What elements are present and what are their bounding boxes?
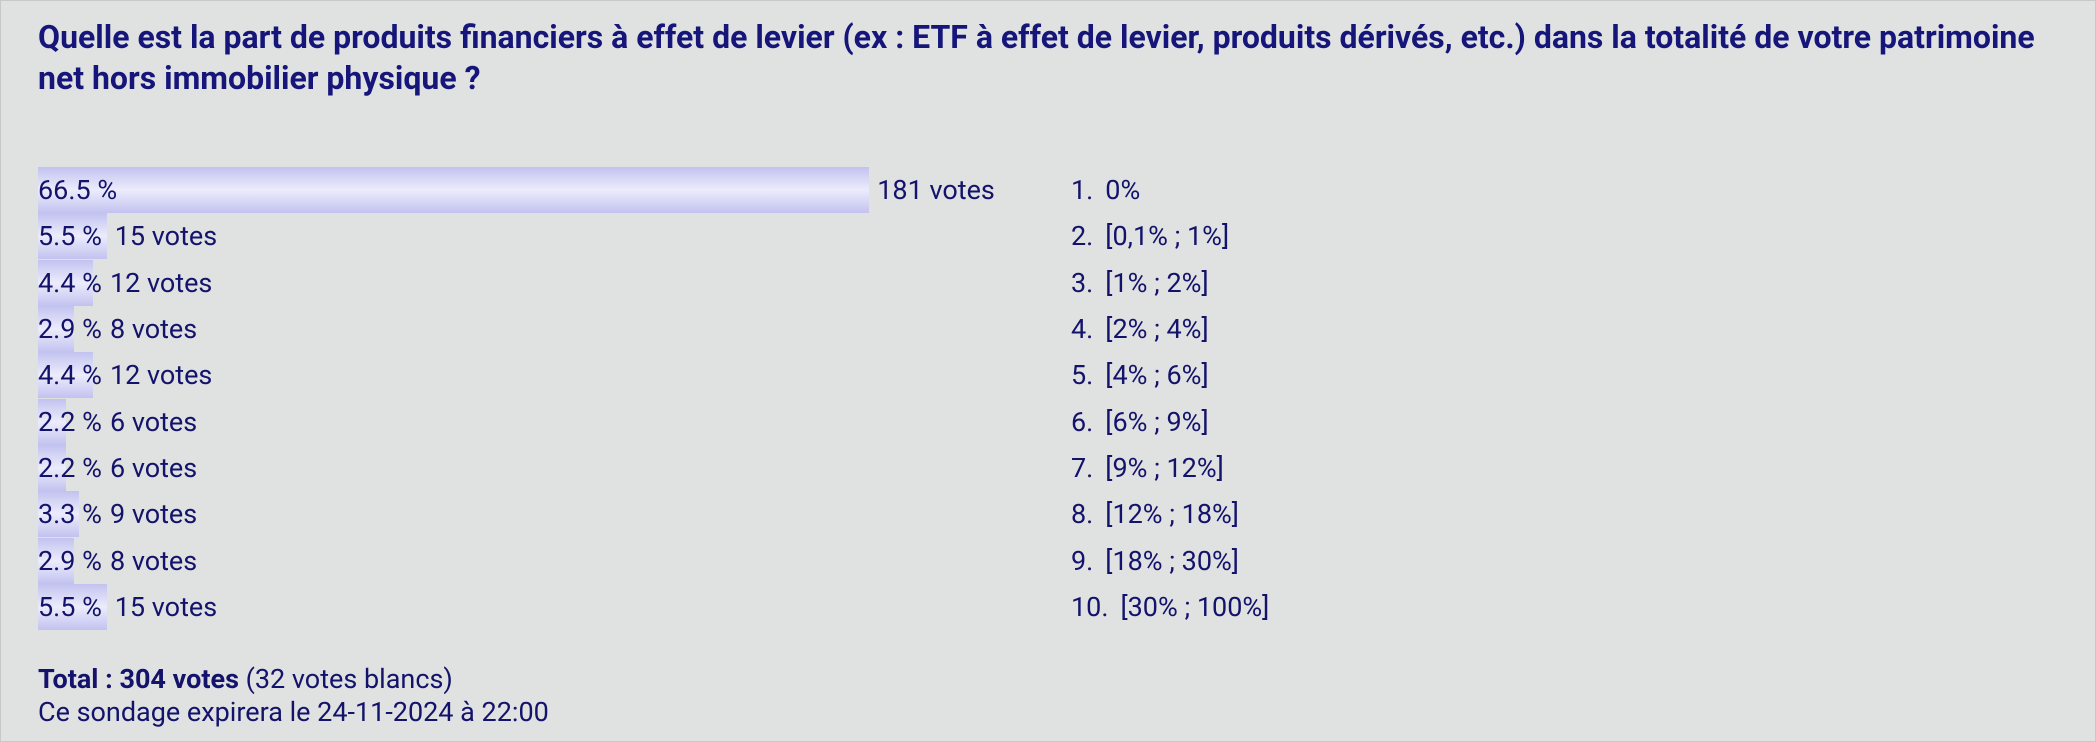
bar: [38, 167, 870, 214]
option-number: 8.: [1071, 498, 1094, 531]
option: 8. [12% ; 18%]: [1071, 498, 1239, 530]
option-label: [30% ; 100%]: [1120, 590, 1270, 623]
option-number: 3.: [1071, 266, 1094, 299]
result: 4.4 % 12 votes: [38, 259, 1071, 306]
percent-cell: 5.5 %: [38, 213, 107, 260]
option: 3. [1% ; 2%]: [1071, 267, 1209, 299]
percent-cell: 4.4 %: [38, 352, 102, 399]
poll-row: 2.2 % 6 votes 7. [9% ; 12%]: [38, 444, 1269, 491]
poll-row: 4.4 % 12 votes 3. [1% ; 2%]: [38, 259, 1269, 306]
votes-label: 8 votes: [109, 544, 198, 577]
poll-row: 4.4 % 12 votes 5. [4% ; 6%]: [38, 352, 1269, 399]
votes-label: 8 votes: [109, 313, 198, 346]
percent-cell: 2.9 %: [38, 537, 102, 584]
option: 10. [30% ; 100%]: [1071, 591, 1269, 623]
votes-label: 15 votes: [114, 220, 218, 253]
votes-label: 6 votes: [109, 451, 198, 484]
option-label: [4% ; 6%]: [1105, 359, 1209, 392]
percent-label: 2.2 %: [38, 405, 102, 438]
option-label: [9% ; 12%]: [1105, 451, 1224, 484]
option-number: 1.: [1071, 174, 1094, 207]
percent-label: 2.2 %: [38, 451, 102, 484]
poll-row: 3.3 % 9 votes 8. [12% ; 18%]: [38, 491, 1269, 538]
option-label: [1% ; 2%]: [1105, 266, 1209, 299]
percent-label: 5.5 %: [38, 590, 102, 623]
poll-row: 66.5 % 181 votes 1. 0%: [38, 167, 1269, 214]
total: Total : 304 votes: [38, 663, 239, 695]
poll-row: 2.9 % 8 votes 9. [18% ; 30%]: [38, 537, 1269, 584]
result: 2.9 % 8 votes: [38, 537, 1071, 584]
percent-cell: 3.3 %: [38, 491, 102, 538]
option-label: [0,1% ; 1%]: [1105, 220, 1230, 253]
bar: [38, 306, 75, 353]
bar: [38, 259, 93, 306]
bar: [38, 491, 80, 538]
bar: [38, 398, 66, 445]
percent-cell: 2.2 %: [38, 398, 102, 445]
bar: [38, 352, 93, 399]
option-number: 5.: [1071, 359, 1094, 392]
option-number: 4.: [1071, 313, 1094, 346]
option: 4. [2% ; 4%]: [1071, 313, 1209, 345]
expiry: Ce sondage expirera le 24-11-2024 à 22:0…: [38, 696, 549, 728]
result: 2.2 % 6 votes: [38, 444, 1071, 491]
percent-label: 66.5 %: [38, 174, 118, 207]
votes-label: 9 votes: [109, 498, 198, 531]
result: 2.9 % 8 votes: [38, 306, 1071, 353]
bar: [38, 213, 107, 260]
result: 5.5 % 15 votes: [38, 213, 1071, 260]
option-number: 10.: [1071, 590, 1109, 623]
result: 4.4 % 12 votes: [38, 352, 1071, 399]
blank-votes: (32 votes blancs): [245, 663, 453, 695]
result: 3.3 % 9 votes: [38, 491, 1071, 538]
option: 1. 0%: [1071, 174, 1140, 206]
percent-label: 2.9 %: [38, 544, 102, 577]
result: 66.5 % 181 votes: [38, 167, 1071, 214]
option: 5. [4% ; 6%]: [1071, 359, 1209, 391]
poll-footer: Total : 304 votes (32 votes blancs) Ce s…: [38, 663, 549, 729]
poll-row: 2.9 % 8 votes 4. [2% ; 4%]: [38, 306, 1269, 353]
option: 2. [0,1% ; 1%]: [1071, 220, 1229, 252]
option-number: 2.: [1071, 220, 1094, 253]
option: 7. [9% ; 12%]: [1071, 452, 1224, 484]
option-label: [6% ; 9%]: [1105, 405, 1209, 438]
percent-cell: 2.2 %: [38, 444, 102, 491]
poll-row: 5.5 % 15 votes 10. [30% ; 100%]: [38, 583, 1269, 630]
option: 6. [6% ; 9%]: [1071, 406, 1209, 438]
percent-cell: 66.5 %: [38, 167, 870, 214]
poll-rows: 66.5 % 181 votes 1. 0% 5.5 % 15 votes 2. [0,1% …: [38, 167, 1269, 630]
option-label: 0%: [1105, 174, 1141, 207]
bar: [38, 583, 107, 630]
percent-label: 5.5 %: [38, 220, 102, 253]
votes-label: 12 votes: [109, 266, 213, 299]
votes-label: 181 votes: [877, 174, 995, 207]
option-number: 6.: [1071, 405, 1094, 438]
percent-label: 3.3 %: [38, 498, 102, 531]
option-number: 9.: [1071, 544, 1094, 577]
percent-label: 4.4 %: [38, 266, 102, 299]
option-label: [2% ; 4%]: [1105, 313, 1209, 346]
option-number: 7.: [1071, 451, 1094, 484]
poll-row: 2.2 % 6 votes 6. [6% ; 9%]: [38, 398, 1269, 445]
percent-label: 4.4 %: [38, 359, 102, 392]
percent-cell: 5.5 %: [38, 583, 107, 630]
percent-cell: 4.4 %: [38, 259, 102, 306]
poll-question: Quelle est la part de produits financier…: [38, 18, 2035, 97]
votes-label: 12 votes: [109, 359, 213, 392]
result: 2.2 % 6 votes: [38, 398, 1071, 445]
total-line: Total : 304 votes (32 votes blancs): [38, 663, 549, 696]
bar: [38, 444, 66, 491]
option: 9. [18% ; 30%]: [1071, 545, 1239, 577]
percent-label: 2.9 %: [38, 313, 102, 346]
result: 5.5 % 15 votes: [38, 583, 1071, 630]
votes-label: 15 votes: [114, 590, 218, 623]
option-label: [12% ; 18%]: [1105, 498, 1239, 531]
poll-row: 5.5 % 15 votes 2. [0,1% ; 1%]: [38, 213, 1269, 260]
bar: [38, 537, 75, 584]
votes-label: 6 votes: [109, 405, 198, 438]
option-label: [18% ; 30%]: [1105, 544, 1239, 577]
percent-cell: 2.9 %: [38, 306, 102, 353]
